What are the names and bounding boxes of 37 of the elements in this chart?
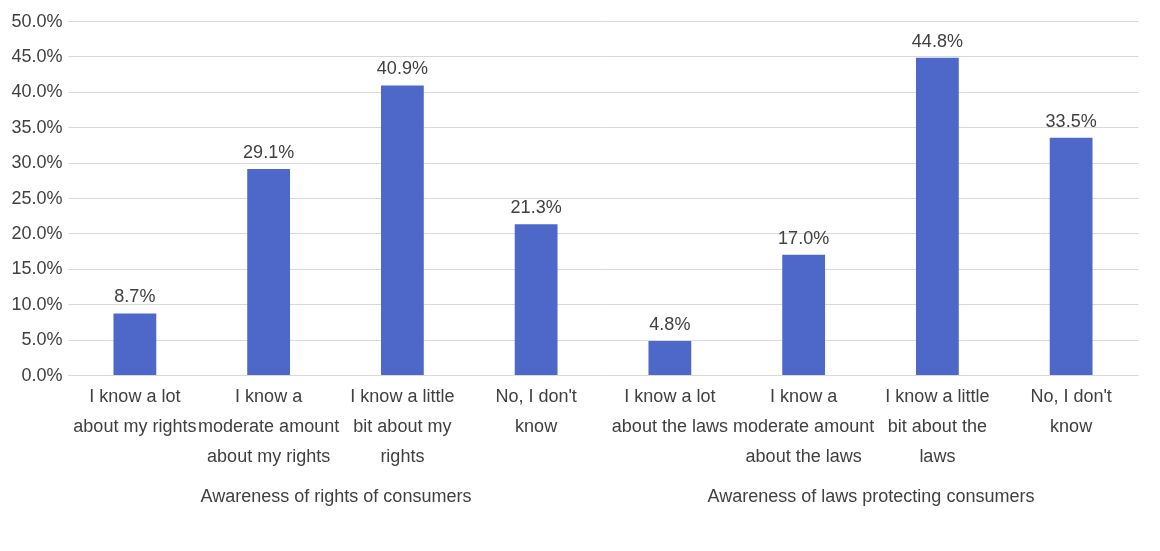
- y-tick-label: 40.0%: [11, 81, 63, 102]
- bar: [648, 341, 692, 375]
- data-label: 17.0%: [778, 227, 830, 248]
- y-tick-label: 10.0%: [11, 293, 63, 314]
- x-tick-label: I know a moderate amount about the laws: [733, 385, 875, 466]
- y-tick-label: 15.0%: [11, 258, 63, 279]
- x-tick-label: I know a little bit about my rights: [350, 385, 455, 466]
- x-tick-label: I know a lot about my rights: [73, 385, 197, 436]
- data-label: 44.8%: [911, 30, 963, 51]
- bar: [113, 313, 157, 375]
- x-tick-label: I know a lot about the laws: [611, 385, 728, 436]
- data-label: 33.5%: [1045, 110, 1097, 131]
- data-label: 21.3%: [510, 197, 562, 218]
- bar: [380, 85, 424, 375]
- y-tick-label: 20.0%: [11, 222, 63, 243]
- x-tick-label: I know a little bit about the laws: [885, 385, 990, 466]
- bar: [247, 168, 291, 375]
- x-tick-label: I know a moderate amount about my rights: [198, 385, 340, 466]
- data-label: 4.8%: [649, 314, 691, 335]
- data-label: 40.9%: [376, 58, 428, 79]
- data-label: 8.7%: [114, 286, 156, 307]
- y-tick-label: 30.0%: [11, 152, 63, 173]
- y-tick-label: 50.0%: [11, 10, 63, 31]
- bar: [514, 224, 558, 375]
- y-tick-label: 0.0%: [21, 364, 63, 385]
- bar: [782, 254, 826, 375]
- y-tick-label: 35.0%: [11, 116, 63, 137]
- data-label: 29.1%: [243, 141, 295, 162]
- y-tick-label: 5.0%: [21, 329, 63, 350]
- y-tick-label: 45.0%: [11, 45, 63, 66]
- bar: [1049, 137, 1093, 375]
- x-tick-label: No, I don't know: [1030, 385, 1112, 436]
- x-tick-label: No, I don't know: [495, 385, 577, 436]
- bar: [915, 57, 959, 375]
- y-tick-label: 25.0%: [11, 187, 63, 208]
- x-axis-title: Awareness of laws protecting consumers: [707, 485, 1035, 506]
- x-axis-title: Awareness of rights of consumers: [200, 485, 472, 506]
